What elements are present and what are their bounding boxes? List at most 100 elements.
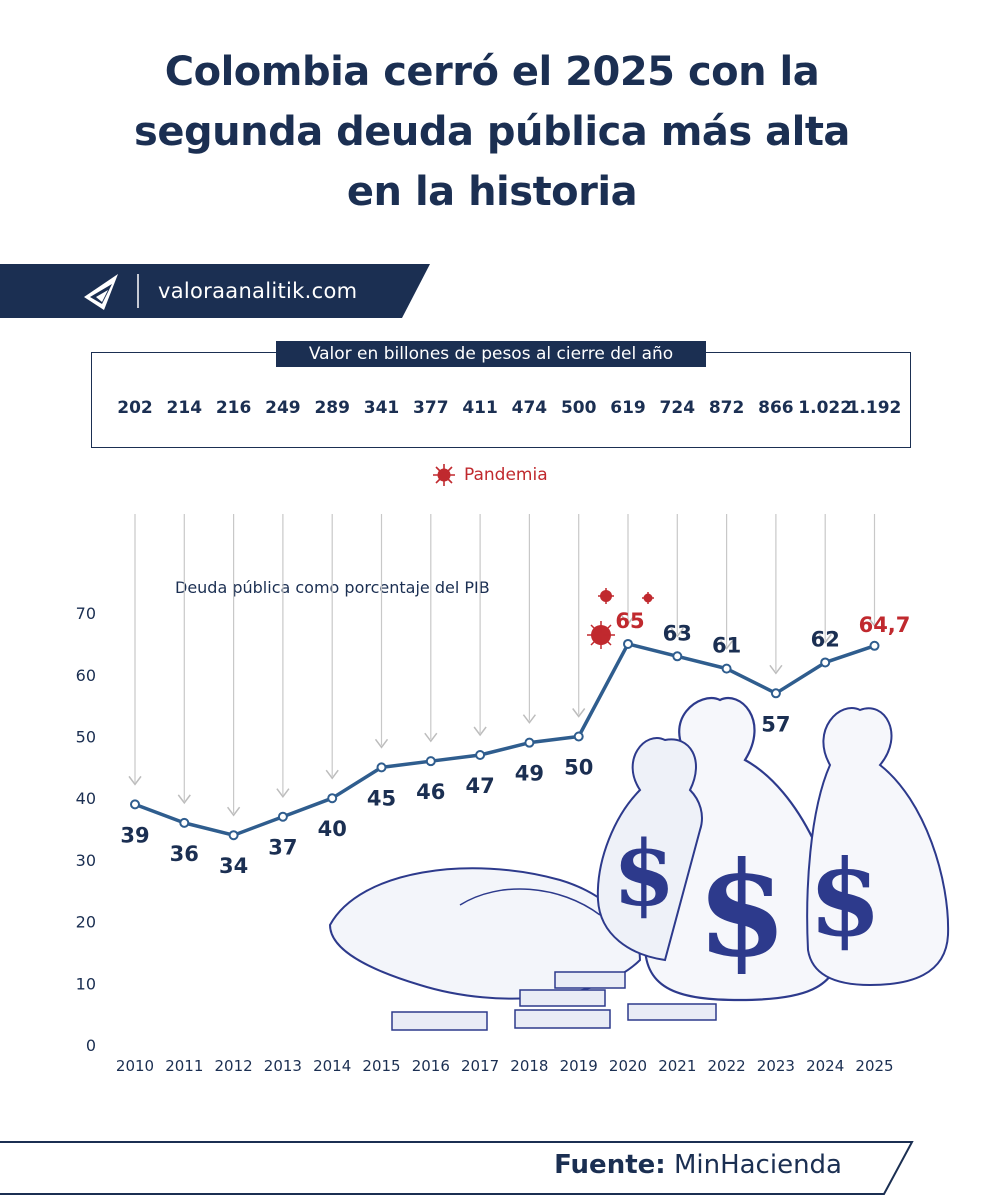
guide-arrow-2010: [128, 514, 142, 786]
guide-arrow-2021: [670, 514, 684, 638]
debt-value-2010: 202: [117, 398, 153, 418]
data-label-2020: 65: [615, 609, 644, 633]
data-point-2015: [376, 762, 387, 773]
debt-value-2022: 872: [708, 398, 745, 418]
series-line: [134, 642, 876, 837]
x-tick-2025: 2025: [855, 1057, 893, 1075]
data-point-2013: [277, 811, 288, 822]
x-tick-2023: 2023: [757, 1057, 795, 1075]
data-point-2016: [425, 756, 436, 767]
guide-arrow-2015: [374, 514, 389, 749]
x-tick-2022: 2022: [708, 1057, 746, 1075]
x-tick-2014: 2014: [313, 1057, 351, 1075]
data-point-2018: [524, 737, 535, 748]
data-label-2015: 45: [367, 786, 396, 810]
money-bags-illustration: $ $ $: [328, 697, 950, 1031]
source-line: Fuente: MinHacienda: [554, 1150, 842, 1180]
page-title: Colombia cerró el 2025 con la segunda de…: [0, 42, 984, 222]
debt-value-2024: 1.022: [798, 398, 853, 418]
data-label-2025: 64,7: [859, 613, 911, 637]
brand-logo-icon: [84, 274, 118, 310]
y-tick-50: 50: [76, 728, 96, 747]
brand-site: valoraanalitik.com: [158, 279, 358, 303]
guide-arrow-2014: [325, 514, 339, 780]
pandemia-virus-icons: [587, 588, 654, 649]
data-label-2014: 40: [318, 817, 347, 841]
x-tick-2015: 2015: [362, 1057, 400, 1075]
x-tick-2011: 2011: [165, 1057, 203, 1075]
x-tick-2013: 2013: [264, 1057, 302, 1075]
y-tick-20: 20: [76, 913, 96, 932]
x-tick-2021: 2021: [658, 1057, 696, 1075]
svg-text:$: $: [808, 836, 881, 960]
debt-value-2023: 866: [758, 398, 794, 418]
debt-value-2016: 377: [413, 398, 449, 418]
source-name: MinHacienda: [673, 1150, 842, 1180]
open-sack: [328, 867, 642, 1000]
x-tick-2019: 2019: [560, 1057, 598, 1075]
data-label-2024: 62: [811, 627, 840, 651]
data-point-2017: [475, 750, 486, 761]
data-point-2019: [573, 731, 584, 742]
legend-pandemia: Pandemia: [464, 465, 548, 485]
x-tick-2020: 2020: [609, 1057, 647, 1075]
debt-value-2014: 289: [314, 398, 350, 418]
data-label-2016: 46: [416, 780, 445, 804]
data-point-2012: [228, 830, 239, 841]
data-point-2022: [721, 663, 732, 674]
guide-arrow-2011: [177, 514, 191, 805]
y-tick-70: 70: [76, 604, 96, 623]
data-label-2023: 57: [761, 712, 790, 736]
data-point-2010: [130, 799, 140, 810]
guide-arrow-2018: [522, 514, 536, 724]
x-tick-2024: 2024: [806, 1057, 844, 1075]
virus-icon: [433, 464, 455, 486]
y-tick-40: 40: [76, 789, 96, 808]
data-point-2020: [623, 638, 633, 649]
y-tick-0: 0: [86, 1036, 96, 1055]
source-label: Fuente:: [554, 1150, 666, 1180]
svg-text:$: $: [613, 821, 676, 927]
guide-arrow-2025: [867, 514, 882, 628]
brand-band: [0, 264, 430, 318]
data-label-2022: 61: [712, 634, 741, 658]
data-label-2013: 37: [268, 836, 297, 860]
debt-value-2019: 500: [560, 398, 597, 418]
debt-value-2018: 474: [511, 398, 548, 418]
y-tick-60: 60: [76, 666, 96, 685]
debt-value-2025: 1.192: [847, 398, 902, 418]
guide-arrow-2024: [818, 514, 832, 644]
title-line-3: en la historia: [346, 169, 638, 215]
x-tick-2012: 2012: [215, 1057, 253, 1075]
debt-value-2017: 411: [462, 398, 498, 418]
guide-arrow-2023: [769, 514, 783, 675]
y-tick-30: 30: [76, 851, 96, 870]
guide-arrow-2013: [276, 514, 290, 798]
data-point-2011: [179, 817, 190, 828]
y-tick-10: 10: [76, 974, 96, 993]
debt-value-2015: 341: [363, 398, 400, 418]
debt-value-2012: 216: [215, 398, 252, 418]
data-point-2021: [672, 651, 683, 662]
data-point-2014: [327, 793, 338, 804]
data-label-2021: 63: [663, 621, 692, 645]
debt-value-2011: 214: [166, 398, 203, 418]
data-label-2017: 47: [465, 774, 494, 798]
data-point-2023: [770, 688, 781, 699]
data-label-2018: 49: [515, 762, 544, 786]
data-point-2024: [820, 657, 831, 668]
svg-text:$: $: [697, 833, 787, 986]
guide-arrow-2012: [227, 514, 241, 817]
guide-arrow-2016: [424, 514, 438, 743]
money-bag-left: $: [596, 737, 703, 962]
guide-arrow-2022: [720, 514, 734, 650]
guide-arrow-2019: [572, 514, 586, 718]
x-tick-2017: 2017: [461, 1057, 499, 1075]
data-label-2010: 39: [120, 823, 149, 847]
guide-arrow-2017: [473, 514, 487, 737]
x-tick-2018: 2018: [510, 1057, 548, 1075]
debt-value-2013: 249: [265, 398, 301, 418]
x-tick-2016: 2016: [412, 1057, 450, 1075]
x-tick-2010: 2010: [116, 1057, 154, 1075]
